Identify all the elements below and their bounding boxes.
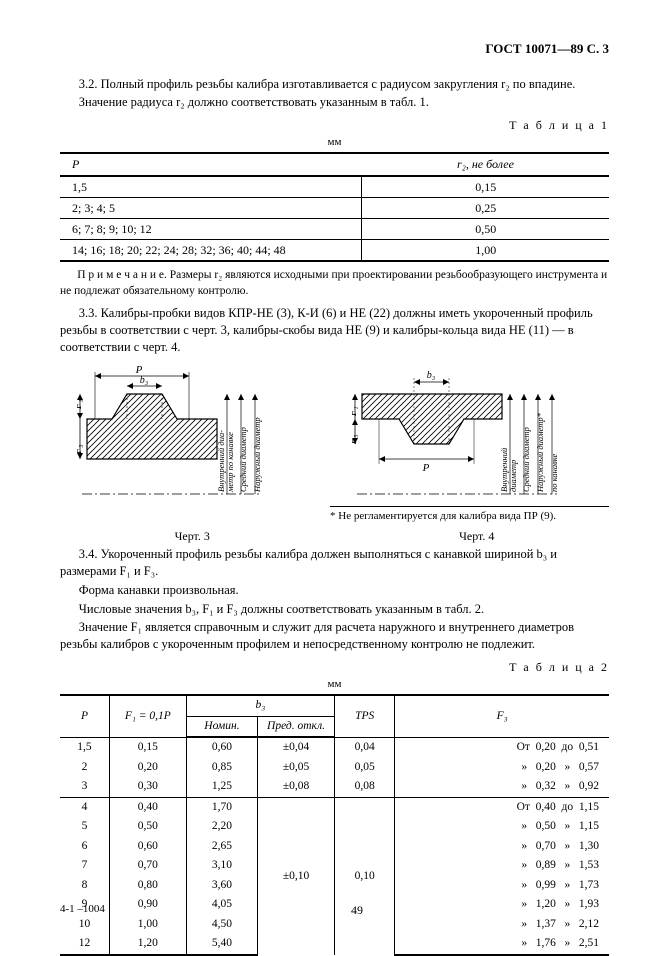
para-3-4-d: Значение F₁ является справочным и служит…	[60, 619, 609, 653]
t2-r0-F3: От 0,20 до 0,51	[395, 737, 609, 758]
t2-r1-tps: 0,05	[334, 758, 394, 778]
t2-r0-dev: ±0,04	[258, 737, 335, 758]
figure4-footnote: * Не регламентируется для калибра вида П…	[330, 506, 609, 524]
fig3-F3: F₃	[77, 444, 84, 455]
figures-row: P b₃ F₁ F₃ Внутренний диа-	[60, 364, 609, 504]
t2-grp-tps: 0,10	[334, 797, 394, 955]
fig3-a2: метр по канавке	[225, 432, 235, 493]
t2-h-nom: Номин.	[186, 716, 257, 737]
t2-r4-P: 5	[60, 817, 109, 837]
fig3-a3: Средний диаметр	[238, 427, 248, 492]
page-footer: 4-1 –1004 49	[60, 902, 609, 918]
t1-r0-p: 1,5	[60, 176, 362, 198]
t2-r0-nom: 0,60	[186, 737, 257, 758]
t2-r1-nom: 0,85	[186, 758, 257, 778]
t2-r3-nom: 1,70	[186, 797, 257, 817]
t2-r6-F1: 0,70	[109, 856, 186, 876]
para-3-2-b: Значение радиуса r₂ должно соответствова…	[60, 94, 609, 111]
fig4-b3: b₃	[427, 370, 436, 381]
table1-label: Т а б л и ц а 1	[60, 117, 609, 133]
para-3-3: 3.3. Калибры-пробки видов КПР-НЕ (3), К-…	[60, 305, 609, 356]
table1-unit: мм	[60, 135, 609, 150]
t1-r0-r: 0,15	[362, 176, 609, 198]
note-1: П р и м е ч а н и е. Размеры r₂ являются…	[60, 268, 609, 299]
t1-r1-p: 2; 3; 4; 5	[60, 197, 362, 218]
t2-r2-P: 3	[60, 777, 109, 797]
table1-head-p: P	[60, 153, 362, 175]
fig4-a5: по канавке	[549, 453, 559, 492]
figure-4: b₃ P F₃ F₁	[345, 364, 610, 504]
t1-r2-p: 6; 7; 8; 9; 10; 12	[60, 218, 362, 239]
t1-r3-r: 1,00	[362, 240, 609, 262]
t2-r2-F3: » 0,32 » 0,92	[395, 777, 609, 797]
t2-r7-P: 8	[60, 876, 109, 896]
page-number: 49	[60, 902, 609, 918]
t2-r1-dev: ±0,05	[258, 758, 335, 778]
t2-r0-F1: 0,15	[109, 737, 186, 758]
t2-r5-F3: » 0,70 » 1,30	[395, 837, 609, 857]
t2-grp-dev: ±0,10	[258, 797, 335, 955]
document-header: ГОСТ 10071—89 С. 3	[60, 40, 609, 58]
table1-head-r: r₂, не более	[362, 153, 609, 175]
fig3-a4: Наружный диаметр	[252, 417, 262, 493]
footer-left: 4-1 –1004	[60, 902, 105, 917]
t2-r3-F3: От 0,40 до 1,15	[395, 797, 609, 817]
t2-r7-F3: » 0,99 » 1,73	[395, 876, 609, 896]
fig4-F3: F₃	[352, 434, 359, 445]
t2-r2-tps: 0,08	[334, 777, 394, 797]
fig3-F1: F₁	[77, 399, 84, 410]
t2-r3-F1: 0,40	[109, 797, 186, 817]
fig4-a4: Наружный диаметр*	[535, 412, 545, 493]
t2-r0-P: 1,5	[60, 737, 109, 758]
t2-r6-P: 7	[60, 856, 109, 876]
para-3-4-c: Числовые значения b₃, F₁ и F₃ должны соо…	[60, 601, 609, 618]
t2-r3-P: 4	[60, 797, 109, 817]
t2-r1-F3: » 0,20 » 0,57	[395, 758, 609, 778]
t2-r1-F1: 0,20	[109, 758, 186, 778]
table-1: P r₂, не более 1,50,15 2; 3; 4; 50,25 6;…	[60, 152, 609, 262]
figure4-caption: Черт. 4	[345, 528, 610, 544]
t2-r10-F3: » 1,76 » 2,51	[395, 934, 609, 955]
t2-r5-P: 6	[60, 837, 109, 857]
t2-r2-dev: ±0,08	[258, 777, 335, 797]
t2-r5-F1: 0,60	[109, 837, 186, 857]
t2-r1-P: 2	[60, 758, 109, 778]
t2-h-F1: F₁ = 0,1P	[109, 695, 186, 737]
fig4-F1: F₁	[352, 406, 359, 417]
fig4-P: P	[421, 462, 429, 474]
t2-r7-F1: 0,80	[109, 876, 186, 896]
t2-r6-F3: » 0,89 » 1,53	[395, 856, 609, 876]
t2-r10-F1: 1,20	[109, 934, 186, 955]
t2-h-P: P	[60, 695, 109, 737]
t2-r7-nom: 3,60	[186, 876, 257, 896]
t2-r10-P: 12	[60, 934, 109, 955]
t2-h-dev: Пред. откл.	[258, 716, 335, 737]
fig4-a3: Средний диаметр	[521, 427, 531, 492]
t2-r2-F1: 0,30	[109, 777, 186, 797]
t2-r2-nom: 1,25	[186, 777, 257, 797]
t2-r4-F1: 0,50	[109, 817, 186, 837]
t1-r1-r: 0,25	[362, 197, 609, 218]
table2-unit: мм	[60, 677, 609, 692]
t2-r4-nom: 2,20	[186, 817, 257, 837]
t2-h-F3: F₃	[395, 695, 609, 737]
t2-r5-nom: 2,65	[186, 837, 257, 857]
para-3-4-b: Форма канавки произвольная.	[60, 582, 609, 599]
figure3-caption: Черт. 3	[60, 528, 325, 544]
t2-r10-nom: 5,40	[186, 934, 257, 955]
para-3-2-a: 3.2. Полный профиль резьбы калибра изгот…	[60, 76, 609, 93]
page: ГОСТ 10071—89 С. 3 3.2. Полный профиль р…	[0, 0, 661, 936]
para-3-4-a: 3.4. Укороченный профиль резьбы калибра …	[60, 546, 609, 580]
figure-3: P b₃ F₁ F₃ Внутренний диа-	[60, 364, 325, 504]
t1-r3-p: 14; 16; 18; 20; 22; 24; 28; 32; 36; 40; …	[60, 240, 362, 262]
t2-r4-F3: » 0,50 » 1,15	[395, 817, 609, 837]
t2-r0-tps: 0,04	[334, 737, 394, 758]
t2-h-tps: TPS	[334, 695, 394, 737]
fig4-a2: диаметр	[508, 460, 518, 492]
t2-h-b3: b₃	[186, 695, 334, 716]
t1-r2-r: 0,50	[362, 218, 609, 239]
fig3-b3: b₃	[140, 375, 149, 386]
table2-label: Т а б л и ц а 2	[60, 659, 609, 675]
t2-r6-nom: 3,10	[186, 856, 257, 876]
